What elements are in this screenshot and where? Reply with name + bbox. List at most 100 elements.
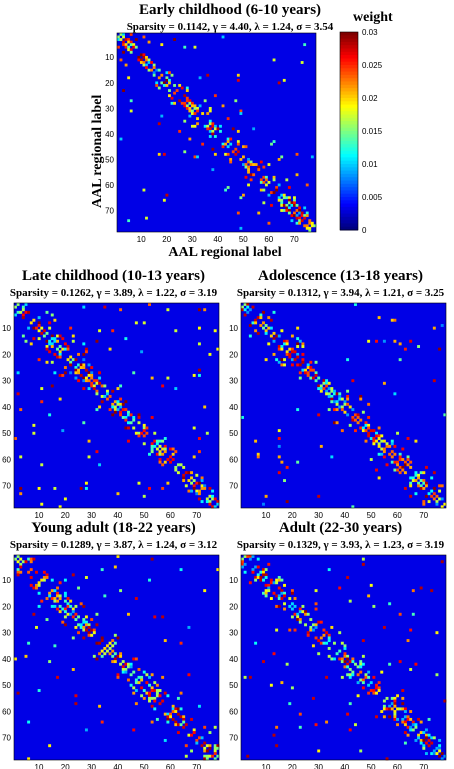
matrix-cells <box>241 555 447 761</box>
x-tick-label: 10 <box>137 235 146 244</box>
colorbar-segment <box>340 167 358 172</box>
x-tick-label: 30 <box>87 511 96 520</box>
x-tick-label: 40 <box>340 763 349 769</box>
x-tick-label: 30 <box>314 511 323 520</box>
colorbar-segment <box>340 137 358 142</box>
colorbar-segment <box>340 187 358 191</box>
colorbar-segment <box>340 38 358 43</box>
colorbar-tick-label: 0.025 <box>362 61 383 70</box>
y-tick-label: 40 <box>229 655 238 664</box>
x-axis-label: AAL regional label <box>168 245 282 260</box>
colorbar-segment <box>340 160 358 165</box>
x-tick-label: 40 <box>340 511 349 520</box>
colorbar-segment <box>340 190 358 195</box>
y-tick-label: 60 <box>2 707 11 716</box>
x-tick-label: 20 <box>162 235 171 244</box>
panel-subtitle: Sparsity = 0.1142, γ = 4.40, λ = 1.24, σ… <box>126 21 334 33</box>
colorbar-segment <box>340 150 358 155</box>
matrix-cells <box>14 555 220 761</box>
heatmap-panel: 10 10 20 20 30 30 40 40 50 50 60 60 70 70 <box>105 32 317 244</box>
colorbar-segment <box>340 117 358 122</box>
x-tick-label: 50 <box>367 511 376 520</box>
y-tick-label: 40 <box>2 655 11 664</box>
x-tick-label: 40 <box>213 235 222 244</box>
y-tick-label: 20 <box>229 350 238 359</box>
colorbar-segment <box>340 180 358 185</box>
panel-title: Adolescence (13-18 years) <box>258 268 423 284</box>
colorbar-segment <box>340 220 358 224</box>
x-tick-label: 50 <box>367 763 376 769</box>
x-tick-label: 50 <box>140 763 149 769</box>
x-tick-label: 30 <box>188 235 197 244</box>
x-tick-label: 30 <box>314 763 323 769</box>
x-tick-label: 70 <box>419 763 428 769</box>
y-tick-label: 70 <box>2 734 11 743</box>
colorbar-tick-label: 0.015 <box>362 127 383 136</box>
colorbar-segment <box>340 111 358 115</box>
colorbar-tick-label: 0.005 <box>362 193 383 202</box>
colorbar-tick-label: 0.03 <box>362 28 378 37</box>
colorbar-title: weight <box>353 10 393 25</box>
panel-title: Adult (22-30 years) <box>278 520 403 536</box>
y-tick-label: 30 <box>2 377 11 386</box>
colorbar-segment <box>340 107 358 112</box>
colorbar-segment <box>340 131 358 135</box>
colorbar-segment <box>340 140 358 145</box>
heatmap-panel: 10 10 20 20 30 30 40 40 50 50 60 60 70 70 <box>2 302 220 520</box>
colorbar-tick-label: 0.02 <box>362 94 378 103</box>
matrix-cells <box>241 303 447 509</box>
x-tick-label: 10 <box>35 763 44 769</box>
y-tick-label: 10 <box>229 324 238 333</box>
colorbar-segment <box>340 71 358 76</box>
x-tick-label: 50 <box>140 511 149 520</box>
y-tick-label: 60 <box>2 455 11 464</box>
x-tick-label: 70 <box>419 511 428 520</box>
y-tick-label: 20 <box>2 602 11 611</box>
y-tick-label: 70 <box>2 482 11 491</box>
colorbar-segment <box>340 164 358 168</box>
panel-title: Early childhood (6-10 years) <box>138 2 322 18</box>
y-tick-label: 10 <box>105 53 114 62</box>
y-tick-label: 10 <box>2 324 11 333</box>
colorbar-segment <box>340 78 358 82</box>
y-tick-label: 60 <box>229 455 238 464</box>
matrix-cells <box>117 33 317 233</box>
colorbar-segment <box>340 173 358 178</box>
x-tick-label: 20 <box>61 763 70 769</box>
x-tick-label: 70 <box>192 511 201 520</box>
colorbar-segment <box>340 55 358 59</box>
x-tick-label: 10 <box>35 511 44 520</box>
panel-subtitle: Sparsity = 0.1312, γ = 3.94, λ = 1.21, σ… <box>236 287 445 299</box>
colorbar-segment <box>340 68 358 73</box>
colorbar-segment <box>340 101 358 106</box>
colorbar-segment <box>340 65 358 69</box>
colorbar-segment <box>340 84 358 89</box>
colorbar: 0.03 0.025 0.02 0.015 0.01 0.005 0 <box>339 28 383 235</box>
y-tick-label: 50 <box>2 681 11 690</box>
colorbar-segment <box>340 157 358 162</box>
heatmap-panel: 10 10 20 20 30 30 40 40 50 50 60 60 70 70 <box>2 554 220 769</box>
colorbar-segment <box>340 134 358 139</box>
colorbar-segment <box>340 203 358 208</box>
colorbar-segment <box>340 154 358 158</box>
heatmap-panel: 10 10 20 20 30 30 40 40 50 50 60 60 70 70 <box>229 302 447 520</box>
colorbar-segment <box>340 51 358 56</box>
y-tick-label: 70 <box>229 734 238 743</box>
x-tick-label: 60 <box>393 511 402 520</box>
y-tick-label: 40 <box>105 130 114 139</box>
colorbar-segment <box>340 170 358 175</box>
x-tick-label: 60 <box>393 763 402 769</box>
x-tick-label: 50 <box>239 235 248 244</box>
y-tick-label: 70 <box>229 482 238 491</box>
colorbar-segment <box>340 74 358 79</box>
panel-subtitle: Sparsity = 0.1262, γ = 3.89, λ = 1.22, σ… <box>9 287 218 299</box>
colorbar-segment <box>340 104 358 109</box>
y-tick-label: 40 <box>2 403 11 412</box>
y-tick-label: 70 <box>105 206 114 215</box>
x-tick-label: 20 <box>288 511 297 520</box>
colorbar-segment <box>340 32 358 36</box>
x-tick-label: 10 <box>262 763 271 769</box>
colorbar-segment <box>340 213 358 218</box>
colorbar-segment <box>340 193 358 198</box>
y-tick-label: 60 <box>105 181 114 190</box>
